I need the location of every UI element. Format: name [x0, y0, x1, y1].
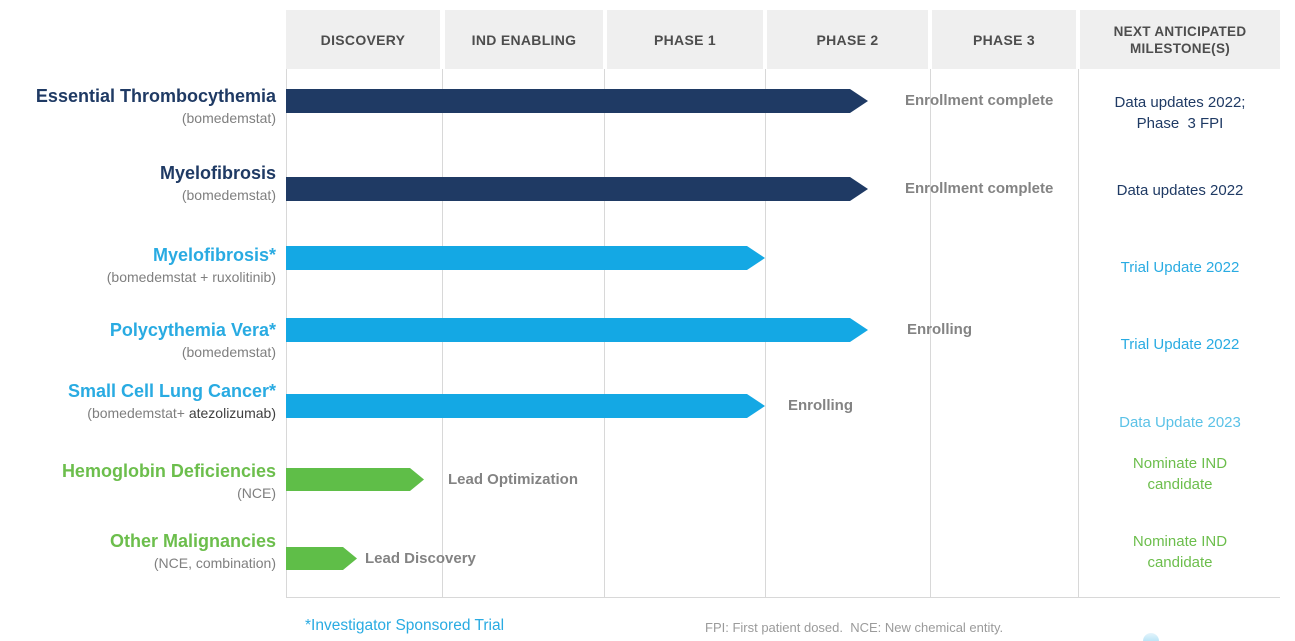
column-header-phase-2: PHASE 2: [767, 10, 928, 69]
program-name: Essential Thrombocythemia: [35, 86, 276, 106]
program-name: Myelofibrosis: [159, 163, 276, 183]
abbreviation-legend: FPI: First patient dosed. NCE: New chemi…: [705, 620, 1004, 635]
milestone-text: Nominate IND candidate: [1132, 455, 1228, 493]
program-compound: (bomedemstat+ atezolizumab): [87, 405, 276, 421]
program-compound: (bomedemstat): [181, 110, 276, 126]
program-name: Small Cell Lung Cancer*: [67, 381, 276, 401]
column-header-milestones: NEXT ANTICIPATED MILESTONE(S): [1080, 10, 1280, 69]
partial-logo-mark: [1143, 633, 1159, 641]
status-annotation: Enrollment complete: [905, 180, 1054, 197]
pipeline-bar-myelofibrosis: [286, 177, 868, 201]
program-compound: (bomedemstat): [181, 187, 276, 203]
program-name: Hemoglobin Deficiencies: [61, 461, 276, 481]
investigator-sponsored-trial-footnote: *Investigator Sponsored Trial: [305, 617, 505, 634]
program-compound: (NCE, combination): [153, 555, 276, 571]
row-label-other-malignancies: Other Malignancies (NCE, combination): [0, 530, 276, 572]
pipeline-bar-small-cell-lung-cancer: [286, 394, 765, 418]
column-header-phase-3: PHASE 3: [932, 10, 1076, 69]
column-header-phase-1: PHASE 1: [607, 10, 763, 69]
program-compound: (NCE): [237, 485, 276, 501]
pipeline-bar-hemoglobin-deficiencies: [286, 468, 424, 491]
column-header-ind-enabling: IND ENABLING: [445, 10, 603, 69]
row-label-small-cell-lung-cancer: Small Cell Lung Cancer* (bomedemstat+ at…: [0, 380, 276, 422]
status-annotation: Lead Optimization: [448, 471, 579, 488]
grid-line-phase2-phase3: [930, 69, 931, 598]
grid-line-phase3-milestones: [1078, 69, 1079, 598]
pipeline-bar-essential-thrombocythemia: [286, 89, 868, 113]
pipeline-bar-polycythemia-vera: [286, 318, 868, 342]
column-header-discovery: DISCOVERY: [286, 10, 440, 69]
program-compound: (bomedemstat): [181, 344, 276, 360]
program-name: Polycythemia Vera*: [109, 320, 276, 340]
status-annotation: Enrolling: [907, 321, 972, 338]
program-name: Myelofibrosis*: [152, 245, 276, 265]
milestone-text: Data updates 2022; Phase 3 FPI: [1114, 94, 1246, 132]
program-compound: (bomedemstat + ruxolitinib): [106, 269, 276, 285]
row-label-polycythemia-vera: Polycythemia Vera* (bomedemstat): [0, 319, 276, 361]
status-annotation: Lead Discovery: [365, 550, 476, 567]
row-label-hemoglobin-deficiencies: Hemoglobin Deficiencies (NCE): [0, 460, 276, 502]
program-name: Other Malignancies: [109, 531, 276, 551]
milestone-text: Data updates 2022: [1116, 182, 1244, 199]
row-label-myelofibrosis-combo: Myelofibrosis* (bomedemstat + ruxolitini…: [0, 244, 276, 286]
pipeline-bar-myelofibrosis-combo: [286, 246, 765, 270]
program-compound-emphasis: atezolizumab): [184, 405, 276, 421]
milestone-text: Trial Update 2022: [1120, 336, 1240, 353]
milestone-text: Nominate IND candidate: [1132, 533, 1228, 571]
pipeline-bar-other-malignancies: [286, 547, 357, 570]
row-label-essential-thrombocythemia: Essential Thrombocythemia (bomedemstat): [0, 85, 276, 127]
row-label-myelofibrosis: Myelofibrosis (bomedemstat): [0, 162, 276, 204]
status-annotation: Enrolling: [788, 397, 853, 414]
milestone-text: Trial Update 2022: [1120, 259, 1240, 276]
milestone-text: Data Update 2023: [1119, 414, 1241, 431]
status-annotation: Enrollment complete: [905, 92, 1054, 109]
grid-line-bottom: [286, 597, 1280, 598]
